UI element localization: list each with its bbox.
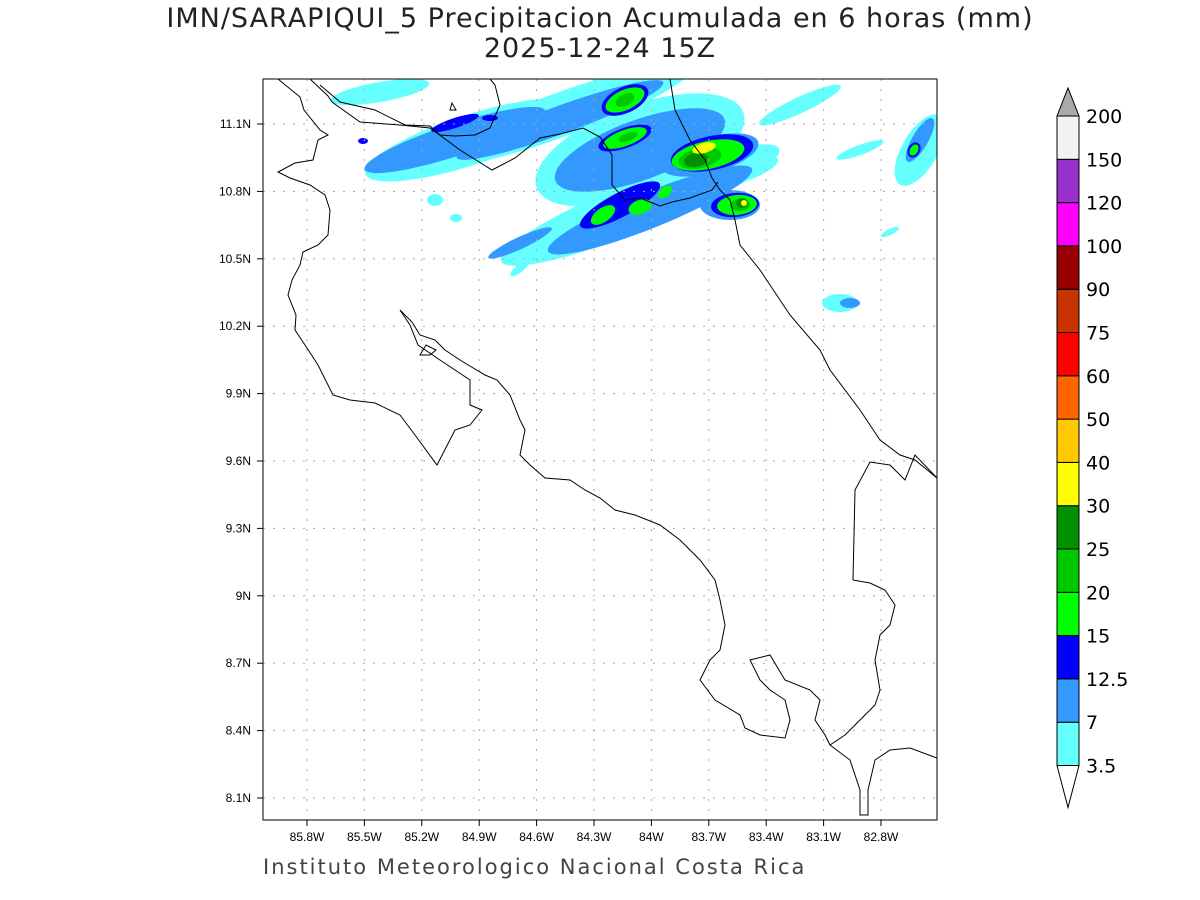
colorbar-level-label: 30 xyxy=(1086,496,1110,518)
precip-contour xyxy=(880,226,900,238)
colorbar-level-label: 25 xyxy=(1086,539,1110,561)
precip-contour xyxy=(450,214,462,222)
precip-contour xyxy=(658,185,672,199)
precip-contour xyxy=(615,93,635,107)
coastline xyxy=(276,79,483,466)
colorbar-swatch xyxy=(1056,288,1080,334)
colorbar-swatch xyxy=(1056,591,1080,637)
lat-tick-label: 10.2N xyxy=(219,319,251,333)
precip-contour xyxy=(510,259,530,277)
map-valid-time: 2025-12-24 15Z xyxy=(483,33,717,64)
precip-contour xyxy=(427,194,443,206)
precip-contour xyxy=(330,79,430,106)
precip-contour xyxy=(547,165,753,255)
precip-contour xyxy=(554,108,726,192)
map-frame xyxy=(262,78,938,821)
lon-tick-label: 84.3W xyxy=(577,830,612,844)
colorbar-level-label: 120 xyxy=(1086,193,1122,215)
coastlines-borders xyxy=(276,79,937,816)
lon-tick-label: 84.6W xyxy=(519,830,554,844)
precip-contour xyxy=(628,199,652,215)
lat-tick-label: 10.8N xyxy=(219,184,251,198)
lon-tick-label: 83.4W xyxy=(749,830,784,844)
colorbar-legend: 3.5 7 12.5 15 20 25 30 40 50 60 75 90 100 120 150 200 xyxy=(1056,86,1128,810)
colorbar-swatch xyxy=(1056,635,1080,680)
lat-tick-label: 9.3N xyxy=(226,521,251,535)
colorbar-swatch xyxy=(1056,678,1080,723)
colorbar-level-label: 20 xyxy=(1086,582,1110,604)
precip-contour xyxy=(836,140,884,160)
lat-tick-label: 10.5N xyxy=(219,252,251,266)
colorbar-level-label: 100 xyxy=(1086,236,1122,258)
lon-tick-label: 84.9W xyxy=(462,830,497,844)
lat-tick-label: 11.1N xyxy=(220,117,251,131)
map-title: IMN/SARAPIQUI_5 Precipitacion Acumulada … xyxy=(166,3,1034,34)
lat-tick-label: 9.9N xyxy=(226,387,251,401)
colorbar-level-label: 150 xyxy=(1086,149,1122,171)
precip-contour xyxy=(840,298,860,308)
lon-tick-label: 85.5W xyxy=(347,830,382,844)
coastline xyxy=(449,101,457,111)
colorbar-swatch xyxy=(1056,158,1080,204)
colorbar-level-label: 7 xyxy=(1086,712,1098,734)
grid-lines xyxy=(263,79,937,820)
coastline xyxy=(309,79,719,207)
colorbar-swatch xyxy=(1056,202,1080,247)
precip-contour xyxy=(759,84,841,126)
colorbar-swatch xyxy=(1056,375,1080,420)
colorbar-level-label: 75 xyxy=(1086,323,1110,345)
colorbar-swatch xyxy=(1056,505,1080,550)
lon-tick-label: 85.2W xyxy=(404,830,439,844)
colorbar-swatch xyxy=(1056,721,1080,767)
coastline xyxy=(734,219,937,479)
precip-contour xyxy=(364,106,546,174)
coastline xyxy=(399,309,896,746)
footer-credit: Instituto Meteorologico Nacional Costa R… xyxy=(263,855,807,879)
precip-contour xyxy=(741,200,747,206)
lon-tick-label: 83.7W xyxy=(691,830,726,844)
coastline xyxy=(852,454,937,581)
colorbar-level-label: 15 xyxy=(1086,626,1110,648)
colorbar-level-label: 90 xyxy=(1086,279,1110,301)
lat-tick-label: 8.1N xyxy=(226,791,251,805)
coastline xyxy=(829,744,937,816)
lat-tick-label: 9.6N xyxy=(226,454,251,468)
colorbar-level-label: 12.5 xyxy=(1086,669,1128,691)
precip-contour xyxy=(358,138,368,144)
colorbar-swatch xyxy=(1056,418,1080,463)
colorbar-level-label: 200 xyxy=(1086,106,1122,128)
precip-contour xyxy=(618,131,638,143)
coastline xyxy=(419,344,437,356)
colorbar-level-label: 3.5 xyxy=(1086,756,1116,778)
colorbar-swatch xyxy=(1056,115,1080,160)
colorbar-swatch xyxy=(1056,245,1080,290)
precip-contour xyxy=(431,113,479,133)
lat-tick-label: 8.7N xyxy=(226,656,251,670)
precip-contour xyxy=(590,205,616,225)
precip-contour xyxy=(909,144,919,156)
precipitation-field xyxy=(330,79,937,312)
colorbar-swatch xyxy=(1056,548,1080,593)
coastline xyxy=(319,79,501,137)
lon-tick-label: 83.1W xyxy=(806,830,841,844)
colorbar-over-arrow xyxy=(1056,86,1080,117)
lon-tick-label: 85.8W xyxy=(290,830,325,844)
colorbar-level-label: 50 xyxy=(1086,409,1110,431)
lat-tick-label: 9N xyxy=(236,589,251,603)
lon-tick-label: 84W xyxy=(639,830,664,844)
colorbar-level-label: 60 xyxy=(1086,366,1110,388)
colorbar-swatch xyxy=(1056,461,1080,507)
lat-tick-label: 8.4N xyxy=(226,724,251,738)
colorbar-level-label: 40 xyxy=(1086,452,1110,474)
coastline xyxy=(669,79,736,221)
colorbar-swatch xyxy=(1056,332,1080,377)
lon-tick-label: 82.8W xyxy=(864,830,899,844)
colorbar-under-arrow xyxy=(1056,765,1080,810)
precip-contour xyxy=(488,227,552,259)
